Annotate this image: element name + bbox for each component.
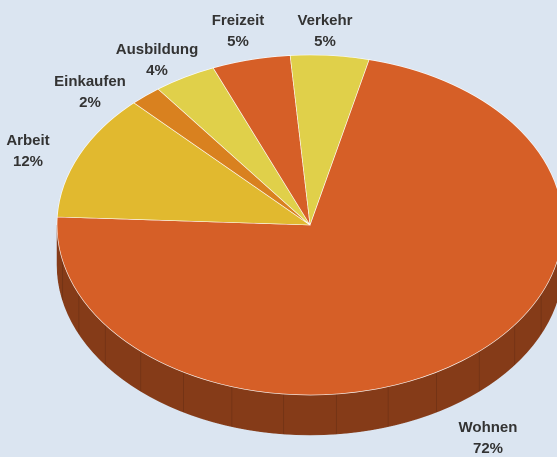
slice-value-label: 2% xyxy=(79,94,101,111)
slice-value-label: 4% xyxy=(146,62,168,79)
slice-value-label: 5% xyxy=(227,33,249,50)
pie-slice xyxy=(56,59,557,396)
slice-label: Freizeit xyxy=(212,12,265,29)
pie-slice xyxy=(289,54,370,226)
slice-label: Arbeit xyxy=(6,132,49,149)
slice-value-label: 72% xyxy=(473,440,503,457)
pie-slice xyxy=(56,102,312,226)
slice-value-label: 5% xyxy=(314,33,336,50)
slice-label: Ausbildung xyxy=(116,41,199,58)
slice-label: Einkaufen xyxy=(54,73,126,90)
slice-label: Wohnen xyxy=(459,419,518,436)
slice-label: Verkehr xyxy=(297,12,352,29)
slice-value-label: 12% xyxy=(13,153,43,170)
